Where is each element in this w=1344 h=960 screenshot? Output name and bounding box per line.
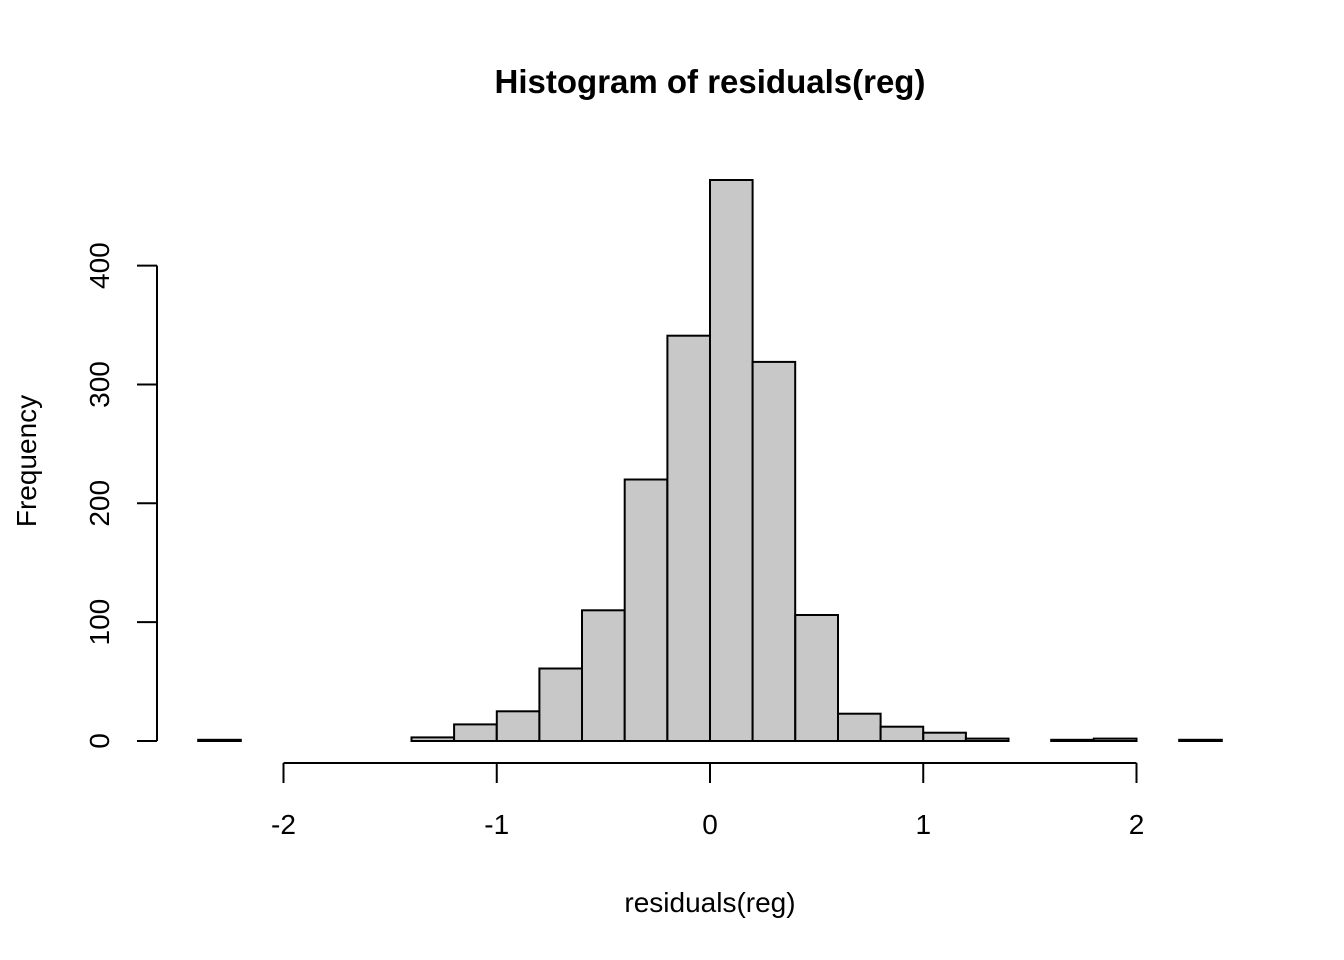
histogram-bar [538,667,584,742]
y-axis: 0 100 200 300 400 [84,242,158,749]
bars-group [197,179,1223,743]
histogram-bar [197,738,242,742]
x-axis-title: residuals(reg) [624,887,795,918]
histogram-bar [879,725,925,743]
y-axis-title: Frequency [11,395,42,527]
histogram-bar [495,710,541,742]
x-axis: -2 -1 0 1 2 [271,762,1145,840]
histogram-bar [666,334,712,742]
x-tick-label: 0 [702,809,718,840]
histogram-bar [1092,737,1138,742]
y-tick-label: 100 [84,599,115,646]
histogram-bar [922,731,967,743]
chart-title: Histogram of residuals(reg) [495,63,926,100]
x-tick-label: -1 [484,809,509,840]
y-tick-label: 0 [84,733,115,749]
y-tick-label: 300 [84,361,115,408]
x-tick-label: 1 [915,809,931,840]
histogram-bar [751,360,797,742]
y-tick-label: 200 [84,480,115,527]
histogram-bar [709,179,754,742]
histogram-bar [1178,738,1223,742]
y-tick-label: 400 [84,242,115,289]
histogram-bar [837,712,882,743]
x-tick-label: -2 [271,809,296,840]
histogram-bar [623,478,669,742]
histogram-bar [794,614,839,742]
histogram-bar [964,737,1010,742]
x-tick-label: 2 [1129,809,1145,840]
histogram-bar [410,736,456,743]
histogram-bar [453,723,498,743]
histogram-bar [581,609,626,742]
histogram-bar [1050,738,1095,742]
